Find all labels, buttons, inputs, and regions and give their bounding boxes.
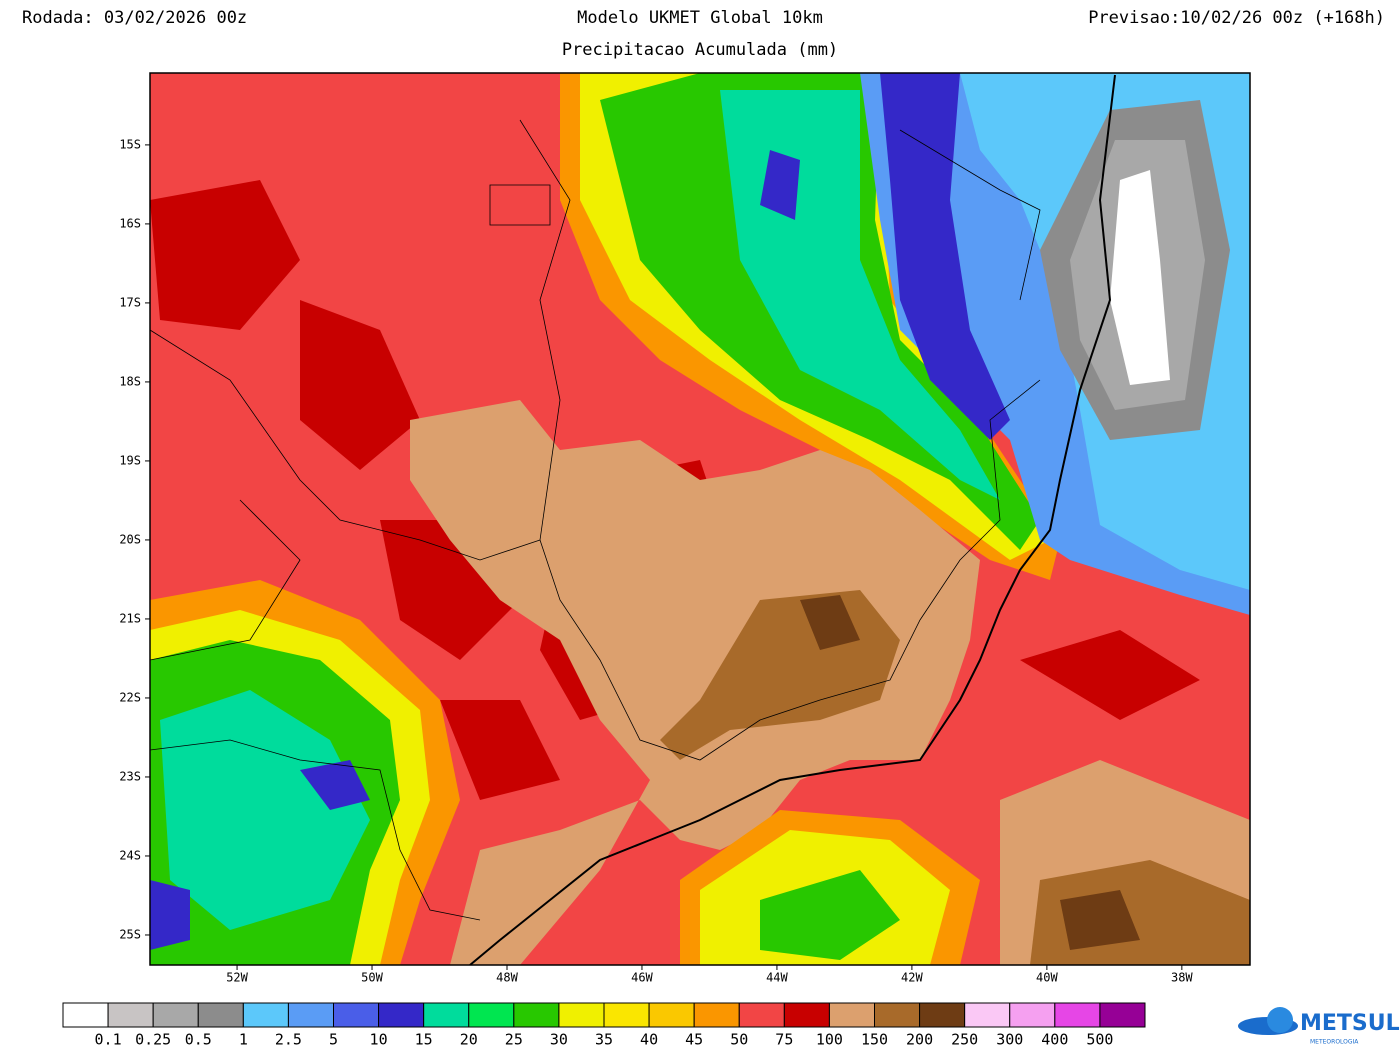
lat-tick-label: 16S [119, 216, 141, 230]
colorbar-swatch [423, 1002, 470, 1028]
colorbar-label: 25 [505, 1031, 523, 1049]
colorbar-swatch [1009, 1002, 1056, 1028]
colorbar-swatch [378, 1002, 425, 1028]
lat-tick-label: 17S [119, 295, 141, 309]
colorbar-swatch [783, 1002, 830, 1028]
map-frame [149, 72, 1251, 966]
title: Modelo UKMET Global 10km [577, 8, 823, 28]
lon-tick-label: 52W [226, 971, 248, 985]
colorbar-label: 40 [640, 1031, 658, 1049]
lat-tick-label: 18S [119, 374, 141, 388]
colorbar-swatch [693, 1002, 740, 1028]
colorbar-swatch [964, 1002, 1011, 1028]
colorbar-label: 50 [730, 1031, 748, 1049]
colorbar-swatch [152, 1002, 199, 1028]
colorbar-swatch [603, 1002, 650, 1028]
colorbar-label: 100 [816, 1031, 843, 1049]
lon-tick-label: 38W [1171, 971, 1193, 985]
colorbar-label: 10 [370, 1031, 388, 1049]
lat-tick-label: 21S [119, 611, 141, 625]
colorbar-swatch [874, 1002, 921, 1028]
lat-tick-label: 15S [119, 137, 141, 151]
colorbar-swatch [513, 1002, 560, 1028]
colorbar-swatch [333, 1002, 380, 1028]
colorbar-label: 0.1 [95, 1031, 122, 1049]
logo: METSUL METEOROLOGIA [1238, 1007, 1400, 1046]
colorbar-label: 15 [415, 1031, 433, 1049]
colorbar-swatch [558, 1002, 605, 1028]
colorbar-label: 300 [996, 1031, 1023, 1049]
lon-tick-label: 50W [361, 971, 383, 985]
lat-tick-label: 24S [119, 848, 141, 862]
lat-tick-label: 19S [119, 453, 141, 467]
colorbar-swatch [62, 1002, 109, 1028]
colorbar-label: 200 [906, 1031, 933, 1049]
colorbar-label: 250 [951, 1031, 978, 1049]
colorbar-label: 400 [1041, 1031, 1068, 1049]
colorbar-label: 5 [329, 1031, 338, 1049]
lat-tick-label: 23S [119, 769, 141, 783]
colorbar-label: 30 [550, 1031, 568, 1049]
colorbar-label: 0.25 [135, 1031, 171, 1049]
colorbar-swatch [287, 1002, 334, 1028]
lon-tick-label: 44W [766, 971, 788, 985]
colorbar-swatch [828, 1002, 876, 1028]
forecast-label: Previsao:10/02/26 00z (+168h) [1088, 8, 1385, 28]
colorbar-swatch [468, 1002, 515, 1028]
colorbar-label: 150 [861, 1031, 888, 1049]
colorbar-label: 500 [1086, 1031, 1113, 1049]
lat-tick-label: 22S [119, 690, 141, 704]
lat-tick-label: 20S [119, 532, 141, 546]
subtitle: Precipitacao Acumulada (mm) [562, 40, 838, 60]
run-label: Rodada: 03/02/2026 00z [22, 8, 247, 28]
colorbar-swatch [1099, 1002, 1146, 1028]
colorbar-swatch [107, 1002, 154, 1028]
logo-globe [1267, 1007, 1293, 1033]
colorbar-swatch [648, 1002, 695, 1028]
colorbar-label: 0.5 [185, 1031, 212, 1049]
lon-tick-label: 40W [1036, 971, 1058, 985]
colorbar-swatch [242, 1002, 289, 1028]
colorbar-swatch [1054, 1002, 1101, 1028]
logo-tagline: METEOROLOGIA [1310, 1039, 1359, 1046]
lon-tick-label: 42W [901, 971, 923, 985]
colorbar-swatch [738, 1002, 785, 1028]
colorbar-label: 1 [239, 1031, 248, 1049]
colorbar-label: 45 [685, 1031, 703, 1049]
lon-tick-label: 48W [496, 971, 518, 985]
colorbar-label: 20 [460, 1031, 478, 1049]
lon-tick-label: 46W [631, 971, 653, 985]
colorbar-swatch [197, 1002, 244, 1028]
colorbar-label: 2.5 [275, 1031, 302, 1049]
colorbar-label: 75 [775, 1031, 793, 1049]
colorbar-label: 35 [595, 1031, 613, 1049]
colorbar-swatch [919, 1002, 966, 1028]
logo-name: METSUL [1300, 1011, 1400, 1036]
precip-field [150, 73, 1250, 965]
lat-tick-label: 25S [119, 927, 141, 941]
